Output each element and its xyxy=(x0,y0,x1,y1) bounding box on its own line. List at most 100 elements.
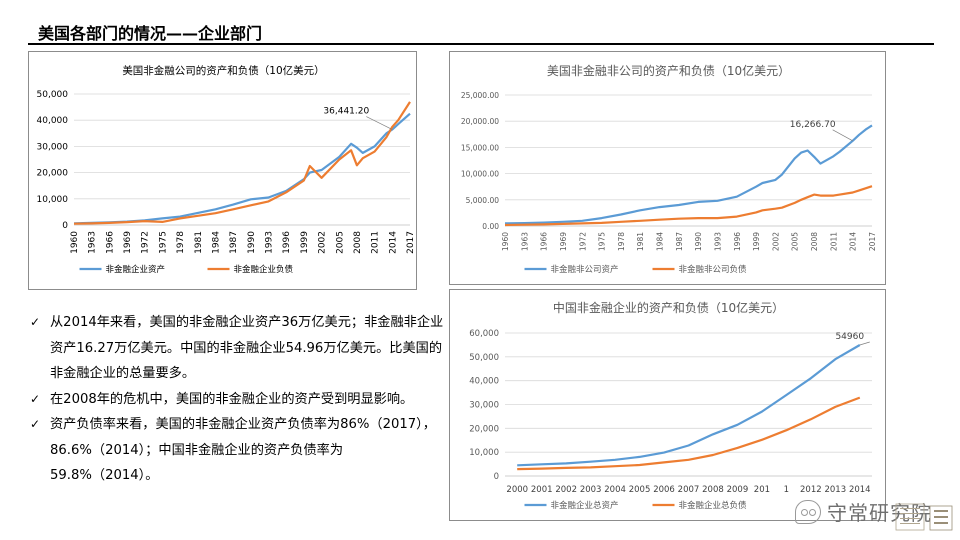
x-tick-label: 2002 xyxy=(555,485,577,495)
x-tick-label: 2006 xyxy=(653,485,675,495)
series-line xyxy=(517,396,861,471)
x-tick-label: 1972 xyxy=(578,232,587,251)
data-label: 16,266.70 xyxy=(790,120,836,130)
y-tick-label: 0 xyxy=(494,472,499,482)
y-tick-label: 10,000.00 xyxy=(461,170,499,179)
y-tick-label: 0.00 xyxy=(482,222,499,231)
x-tick-label: 1969 xyxy=(559,232,568,251)
x-tick-label: 2002 xyxy=(771,232,780,251)
legend-label: 非金融企业总负债 xyxy=(679,500,748,511)
x-tick-label: 1 xyxy=(784,485,789,495)
annotation-leader xyxy=(832,129,853,142)
x-tick-label: 2005 xyxy=(791,232,800,251)
x-tick-label: 201 xyxy=(754,485,770,495)
x-tick-label: 2014 xyxy=(849,232,858,251)
y-tick-label: 15,000.00 xyxy=(461,143,499,152)
data-label: 54960 xyxy=(835,332,864,342)
x-tick-label: 1984 xyxy=(211,231,221,254)
y-tick-label: 20,000.00 xyxy=(461,117,499,126)
chart-svg: 美国非金融公司的资产和负债（10亿美元） 0 10,000 20,000 30,000 4… xyxy=(37,64,417,275)
x-tick-label: 2005 xyxy=(335,231,345,254)
chart-svg: 中国非金融企业的资产和负债（10亿美元） 0 10,000 20,000 30,000 4… xyxy=(469,300,872,511)
x-tick-label: 1960 xyxy=(70,231,80,254)
seal-icon xyxy=(895,503,953,531)
y-tick-label: 5,000.00 xyxy=(466,196,500,205)
x-tick-label: 1984 xyxy=(656,232,665,251)
x-tick-label: 1993 xyxy=(713,232,722,251)
x-tick-label: 1969 xyxy=(123,231,133,254)
y-tick-label: 50,000 xyxy=(37,90,69,100)
x-tick-label: 2008 xyxy=(353,231,363,254)
x-tick-label: 2004 xyxy=(604,485,626,495)
x-tick-label: 1963 xyxy=(88,231,98,254)
y-tick-label: 0 xyxy=(62,221,68,231)
bullet-item: ✓ 从2014年来看，美国的非金融企业资产36万亿美元；非金融非企业资产16.2… xyxy=(28,310,448,387)
bullet-text: 资产负债率来看，美国的非金融企业资产负债率为86%（2017），86.6%（20… xyxy=(50,417,436,483)
chart-title: 中国非金融企业的资产和负债（10亿美元） xyxy=(553,300,784,315)
x-tick-label: 1996 xyxy=(733,232,742,251)
x-tick-label: 1975 xyxy=(158,231,168,254)
x-tick-label: 1987 xyxy=(229,231,239,254)
series-line xyxy=(517,344,861,467)
x-tick-label: 1999 xyxy=(752,232,761,251)
bullet-item: ✓ 在2008年的危机中，美国的非金融企业的资产受到明显影响。 xyxy=(28,387,448,413)
y-tick-label: 40,000 xyxy=(37,116,69,126)
x-tick-label: 1999 xyxy=(300,231,310,254)
x-tick-label: 1966 xyxy=(540,232,549,251)
x-tick-label: 2005 xyxy=(629,485,651,495)
x-tick-label: 2014 xyxy=(849,485,871,495)
bullet-text: 在2008年的危机中，美国的非金融企业的资产受到明显影响。 xyxy=(50,391,414,407)
check-icon: ✓ xyxy=(30,391,41,406)
y-tick-label: 30,000 xyxy=(469,401,499,411)
x-tick-label: 2008 xyxy=(702,485,724,495)
chart-title: 美国非金融公司的资产和负债（10亿美元） xyxy=(122,64,324,77)
x-tick-label: 1963 xyxy=(520,232,529,251)
x-tick-label: 1978 xyxy=(617,232,626,251)
legend-label: 非金融企业资产 xyxy=(106,264,166,275)
x-tick-label: 2009 xyxy=(727,485,749,495)
y-tick-label: 50,000 xyxy=(469,353,499,363)
page-title: 美国各部门的情况——企业部门 xyxy=(38,24,263,43)
x-tick-label: 2011 xyxy=(829,232,838,251)
series-line xyxy=(73,101,411,225)
wechat-icon xyxy=(795,499,821,524)
x-tick-label: 2007 xyxy=(678,485,700,495)
y-tick-label: 30,000 xyxy=(37,142,69,152)
x-tick-label: 2017 xyxy=(406,231,416,254)
x-tick-label: 1993 xyxy=(265,231,275,254)
legend-label: 非金融非公司负债 xyxy=(679,264,748,275)
x-tick-label: 2008 xyxy=(810,232,819,251)
annotation-leader xyxy=(859,341,870,346)
x-tick-label: 1990 xyxy=(694,232,703,251)
title-underline xyxy=(28,43,934,45)
legend-label: 非金融非公司资产 xyxy=(551,264,619,275)
x-tick-label: 2002 xyxy=(318,231,328,254)
x-tick-label: 1960 xyxy=(501,232,510,251)
bullet-item: ✓ 资产负债率来看，美国的非金融企业资产负债率为86%（2017），86.6%（… xyxy=(28,412,448,489)
check-icon: ✓ xyxy=(30,417,41,431)
chart-svg: 美国非金融非公司的资产和负债（10亿美元） 0.00 5,000.00 10,000.… xyxy=(461,63,877,275)
series-line xyxy=(504,185,873,227)
x-tick-label: 2000 xyxy=(506,485,528,495)
x-tick-label: 1966 xyxy=(105,231,115,254)
annotation-leader xyxy=(366,116,393,130)
x-tick-label: 2001 xyxy=(531,485,553,495)
chart-us-nonfin-corp: 美国非金融公司的资产和负债（10亿美元） 0 10,000 20,000 30,000 4… xyxy=(28,51,417,290)
x-tick-label: 1981 xyxy=(194,231,204,254)
x-tick-label: 1981 xyxy=(636,232,645,251)
x-tick-label: 2013 xyxy=(824,485,846,495)
x-tick-label: 1996 xyxy=(282,231,292,254)
x-tick-label: 2014 xyxy=(388,231,398,254)
chart-title: 美国非金融非公司的资产和负债（10亿美元） xyxy=(547,63,790,78)
data-label: 36,441.20 xyxy=(323,107,369,117)
bullet-list: ✓ 从2014年来看，美国的非金融企业资产36万亿美元；非金融非企业资产16.2… xyxy=(28,310,448,489)
x-tick-label: 1990 xyxy=(247,231,257,254)
x-tick-label: 1972 xyxy=(141,231,151,254)
x-tick-label: 2003 xyxy=(580,485,602,495)
legend-label: 非金融企业总资产 xyxy=(551,500,619,511)
x-tick-label: 2017 xyxy=(868,232,877,251)
x-tick-label: 1987 xyxy=(675,232,684,251)
y-tick-label: 10,000 xyxy=(37,195,69,205)
y-tick-label: 20,000 xyxy=(37,169,69,179)
x-tick-label: 2011 xyxy=(371,231,381,254)
